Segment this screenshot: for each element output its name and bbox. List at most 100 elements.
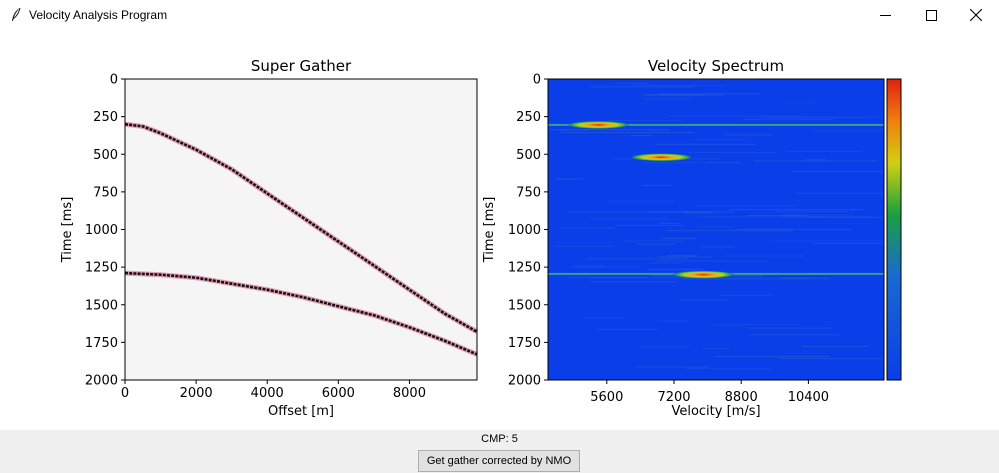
spectrum-noise bbox=[548, 129, 670, 131]
gather-ytick-label: 1250 bbox=[85, 261, 118, 276]
spectrum-noise bbox=[568, 276, 649, 278]
spectrum-noise bbox=[629, 135, 654, 137]
spectrum-noise bbox=[595, 328, 658, 330]
spectrum-noise bbox=[714, 356, 830, 358]
gather-ytick-label: 2000 bbox=[85, 374, 118, 389]
close-button[interactable] bbox=[953, 0, 999, 30]
spectrum-xtick-label: 5600 bbox=[590, 390, 623, 405]
spectrum-noise bbox=[622, 240, 685, 242]
spectrum-noise bbox=[635, 366, 708, 368]
spectrum-ytick-label: 1000 bbox=[508, 223, 541, 238]
spectrum-noise bbox=[780, 214, 854, 216]
spectrum-noise bbox=[724, 134, 773, 136]
spectrum-noise bbox=[725, 255, 805, 257]
spectrum-noise bbox=[785, 150, 863, 152]
spectrum-noise bbox=[802, 345, 869, 347]
feather-icon bbox=[12, 7, 21, 21]
gather-xlabel: Offset [m] bbox=[268, 404, 334, 419]
spectrum-noise bbox=[653, 143, 757, 145]
spectrum-noise bbox=[689, 139, 748, 141]
spectrum-noise bbox=[705, 162, 742, 164]
spectrum-noise bbox=[666, 255, 698, 257]
spectrum-noise bbox=[814, 243, 884, 245]
minimize-button[interactable] bbox=[862, 0, 908, 30]
gather-xtick-label: 8000 bbox=[393, 386, 426, 401]
spectrum-noise bbox=[742, 119, 834, 121]
spectrum-noise bbox=[561, 227, 616, 229]
spectrum-noise bbox=[684, 212, 714, 214]
gather-ylabel: Time [ms] bbox=[60, 197, 75, 264]
spectrum-ytick-label: 2000 bbox=[508, 374, 541, 389]
gather-event-2 bbox=[124, 271, 478, 356]
spectrum-peak-1 bbox=[566, 120, 631, 129]
gather-xtick-label: 6000 bbox=[322, 386, 355, 401]
gather-xtick-label: 4000 bbox=[251, 386, 284, 401]
spectrum-xtick-label: 8800 bbox=[725, 390, 758, 405]
gather-ytick-label: 750 bbox=[93, 185, 118, 200]
cmp-label: CMP: 5 bbox=[481, 433, 518, 445]
figure-canvas: 0 2000 4000 6000 800002505007501000125015001… bbox=[60, 57, 902, 419]
spectrum-noise bbox=[636, 243, 676, 245]
spectrum-noise bbox=[761, 116, 884, 118]
spectrum-noise bbox=[615, 224, 684, 226]
spectrum-noise bbox=[747, 327, 832, 329]
spectrum-noise bbox=[688, 152, 777, 154]
spectrum-noise bbox=[651, 262, 682, 264]
control-bar: CMP: 5 Get gather corrected by NMO bbox=[0, 430, 999, 473]
spectrum-noise bbox=[791, 170, 884, 172]
spectrum-ytick-label: 1500 bbox=[508, 298, 541, 313]
spectrum-noise bbox=[698, 226, 733, 228]
spectrum-ytick-label: 250 bbox=[516, 110, 541, 125]
spectrum-noise bbox=[589, 86, 695, 88]
gather-title: Super Gather bbox=[251, 57, 352, 75]
spectrum-noise bbox=[711, 368, 772, 370]
spectrum-peak-2 bbox=[629, 153, 694, 162]
spectrum-noise bbox=[795, 192, 884, 194]
close-icon bbox=[970, 9, 982, 21]
spectrum-noise bbox=[736, 228, 852, 230]
spectrum-noise bbox=[658, 320, 690, 322]
minimize-icon bbox=[879, 14, 891, 16]
spectrum-noise bbox=[561, 132, 695, 134]
spectrum-noise bbox=[590, 218, 669, 220]
spectrum-noise bbox=[667, 115, 803, 117]
spectrum-noise bbox=[659, 222, 681, 224]
spectrum-noise bbox=[754, 160, 878, 162]
spectrum-noise bbox=[682, 278, 811, 280]
spectrum-ylabel: Time [ms] bbox=[482, 197, 497, 264]
spectrum-noise bbox=[812, 130, 884, 132]
spectrum-noise bbox=[568, 211, 706, 213]
spectrum-noise bbox=[680, 299, 728, 301]
maximize-icon bbox=[925, 9, 937, 21]
spectrum-noise bbox=[586, 258, 689, 260]
spectrum-noise bbox=[746, 214, 808, 216]
spectrum-noise bbox=[773, 211, 848, 213]
spectrum-noise bbox=[779, 357, 884, 359]
spectrum-noise bbox=[584, 316, 625, 318]
spectrum-noise bbox=[805, 159, 826, 161]
spectrum-ytick-label: 0 bbox=[533, 73, 541, 88]
gather-ytick-label: 1000 bbox=[85, 223, 118, 238]
spectrum-noise bbox=[655, 260, 768, 262]
nmo-correction-button[interactable]: Get gather corrected by NMO bbox=[418, 450, 580, 472]
spectrum-noise bbox=[571, 266, 640, 268]
spectrum-colorbar bbox=[886, 78, 902, 381]
spectrum-noise bbox=[574, 265, 606, 267]
spectrum-noise bbox=[647, 268, 704, 270]
spectrum-event-line-1 bbox=[548, 123, 884, 126]
spectrum-noise bbox=[658, 93, 761, 95]
spectrum-noise bbox=[695, 205, 797, 207]
spectrum-noise bbox=[589, 277, 691, 279]
spectrum-noise bbox=[661, 237, 696, 239]
spectrum-noise bbox=[700, 348, 731, 350]
spectrum-ytick-label: 1750 bbox=[508, 336, 541, 351]
spectrum-noise bbox=[749, 334, 839, 336]
spectrum-ytick-label: 750 bbox=[516, 185, 541, 200]
spectrum-noise bbox=[686, 367, 711, 369]
spectrum-noise bbox=[781, 277, 830, 279]
spectrum-noise bbox=[642, 162, 702, 164]
spectrum-noise bbox=[631, 84, 726, 86]
spectrum-noise bbox=[782, 216, 873, 218]
title-bar: Velocity Analysis Program bbox=[0, 0, 999, 30]
maximize-button[interactable] bbox=[908, 0, 954, 30]
